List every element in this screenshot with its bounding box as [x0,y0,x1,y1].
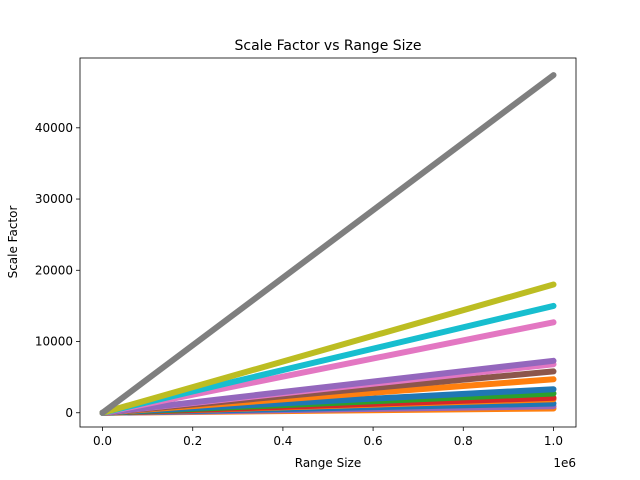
y-tick-label-0: 0 [65,406,73,420]
x-tick-label-2: 0.4 [273,434,292,448]
x-tick-label-0: 0.0 [93,434,112,448]
x-tick-label-3: 0.6 [364,434,383,448]
chart-title: Scale Factor vs Range Size [234,38,421,54]
y-tick-label-3: 30000 [35,192,73,206]
y-tick-label-4: 40000 [35,121,73,135]
y-tick-label-1: 10000 [35,335,73,349]
x-tick-label-5: 1.0 [544,434,563,448]
axis-layer: 0.0 0.2 0.4 0.6 0.8 1.0 0 10000 20000 30000 40000 [35,121,563,448]
series-line-5 [99,357,557,416]
y-tick-label-2: 20000 [35,263,73,277]
series-line-3 [99,302,557,416]
x-tick-label-1: 0.2 [183,434,202,448]
x-offset-label: 1e6 [553,456,576,470]
series-line-1 [99,72,557,416]
y-axis-label: Scale Factor [6,206,20,279]
series-layer [99,72,557,416]
plot-frame [79,57,577,428]
x-axis-label: Range Size [295,456,361,470]
x-tick-label-4: 0.8 [454,434,473,448]
series-line-2 [99,281,557,416]
